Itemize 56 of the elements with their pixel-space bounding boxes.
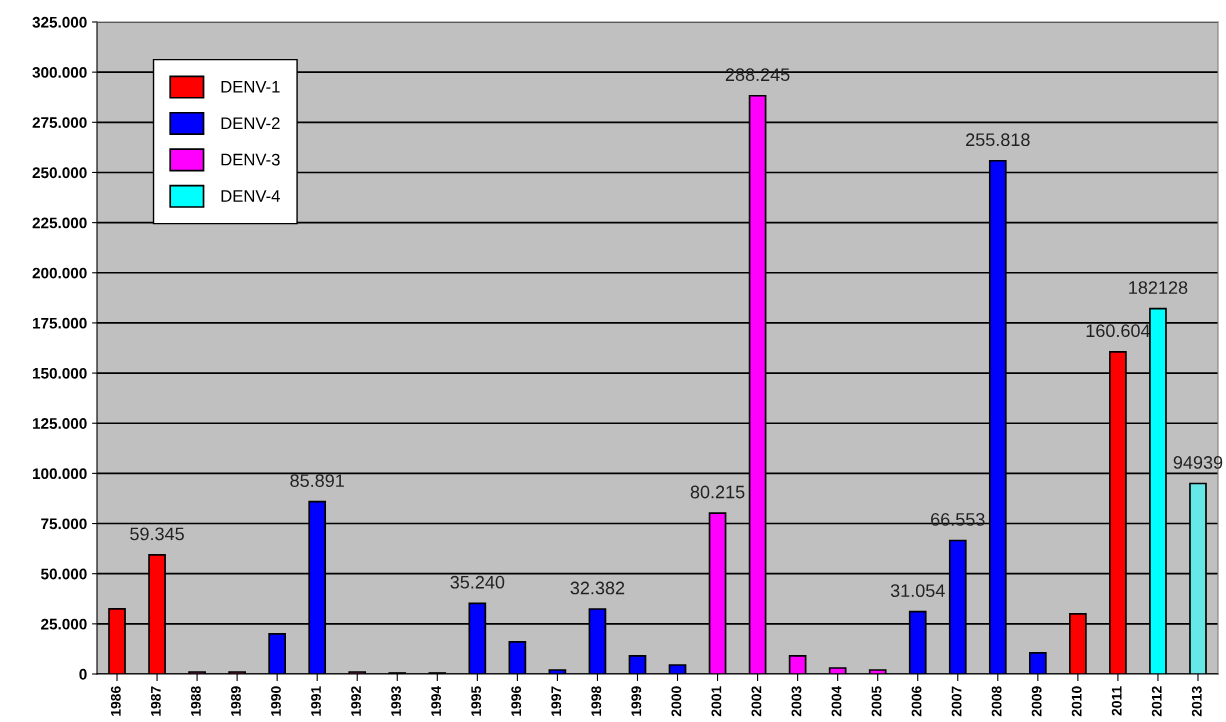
data-label: 85.891 xyxy=(290,474,344,488)
y-tick-label: 75.000 xyxy=(41,518,87,530)
x-tick-label: 2004 xyxy=(831,685,842,717)
x-tick-label: 2006 xyxy=(911,686,922,717)
x-tick-label: 2002 xyxy=(751,686,762,717)
y-tick-label: 100.000 xyxy=(33,468,87,480)
x-tick-label: 2008 xyxy=(991,686,1002,717)
legend-label: DENV-1 xyxy=(221,81,280,93)
y-tick-label: 125.000 xyxy=(33,418,87,429)
data-label: 182128 xyxy=(1129,281,1188,294)
legend-label: DENV-2 xyxy=(221,117,280,129)
data-label: 59.345 xyxy=(130,527,184,541)
legend-label: DENV-4 xyxy=(221,190,280,202)
x-tick-label: 1995 xyxy=(471,686,482,716)
x-tick-label: 1997 xyxy=(551,686,562,716)
y-tick-label: 325.000 xyxy=(32,16,87,28)
data-label: 94939 xyxy=(1173,456,1223,469)
x-tick-label: 2011 xyxy=(1111,686,1122,716)
y-tick-label: 300.000 xyxy=(32,67,87,78)
y-tick-label: 200.000 xyxy=(32,267,87,279)
y-tick-label: 0 xyxy=(79,668,87,680)
x-tick-label: 2007 xyxy=(951,686,962,717)
x-tick-label: 2009 xyxy=(1031,686,1042,717)
data-label: 255.818 xyxy=(966,133,1030,147)
data-label: 31.054 xyxy=(890,584,945,598)
x-tick-label: 2000 xyxy=(671,686,682,717)
y-tick-label: 150.000 xyxy=(33,367,87,379)
x-tick-label: 1990 xyxy=(271,686,281,716)
x-tick-label: 1996 xyxy=(511,686,522,716)
y-tick-label: 50.000 xyxy=(41,568,87,580)
y-tick-label: 275.000 xyxy=(32,117,87,128)
y-tick-label: 175.000 xyxy=(33,317,87,329)
x-tick-label: 1987 xyxy=(150,686,161,716)
x-tick-label: 1991 xyxy=(311,686,321,716)
data-label: 66.553 xyxy=(931,513,985,526)
x-tick-label: 2003 xyxy=(791,686,802,717)
y-tick-label: 25.000 xyxy=(41,618,87,630)
x-tick-label: 1998 xyxy=(591,686,602,716)
x-tick-label: 2013 xyxy=(1191,686,1202,717)
x-tick-label: 2001 xyxy=(711,686,722,717)
x-tick-label: 2012 xyxy=(1151,686,1162,717)
x-tick-label: 1992 xyxy=(351,686,361,716)
x-tick-label: 1994 xyxy=(431,685,442,716)
x-tick-label: 2005 xyxy=(871,686,882,717)
x-tick-label: 1989 xyxy=(231,686,241,716)
legend-label: DENV-3 xyxy=(221,153,280,166)
x-tick-label: 2010 xyxy=(1071,686,1082,717)
x-tick-label: 1993 xyxy=(391,686,402,716)
y-tick-label: 225.000 xyxy=(32,217,87,229)
data-label: 80.215 xyxy=(690,485,745,499)
data-label: 32.382 xyxy=(570,581,625,595)
data-label: 35.240 xyxy=(450,575,505,589)
x-tick-label: 1988 xyxy=(190,686,201,716)
x-tick-label: 1999 xyxy=(631,686,642,716)
x-tick-label: 1986 xyxy=(110,686,121,716)
y-tick-label: 250.000 xyxy=(32,167,87,179)
